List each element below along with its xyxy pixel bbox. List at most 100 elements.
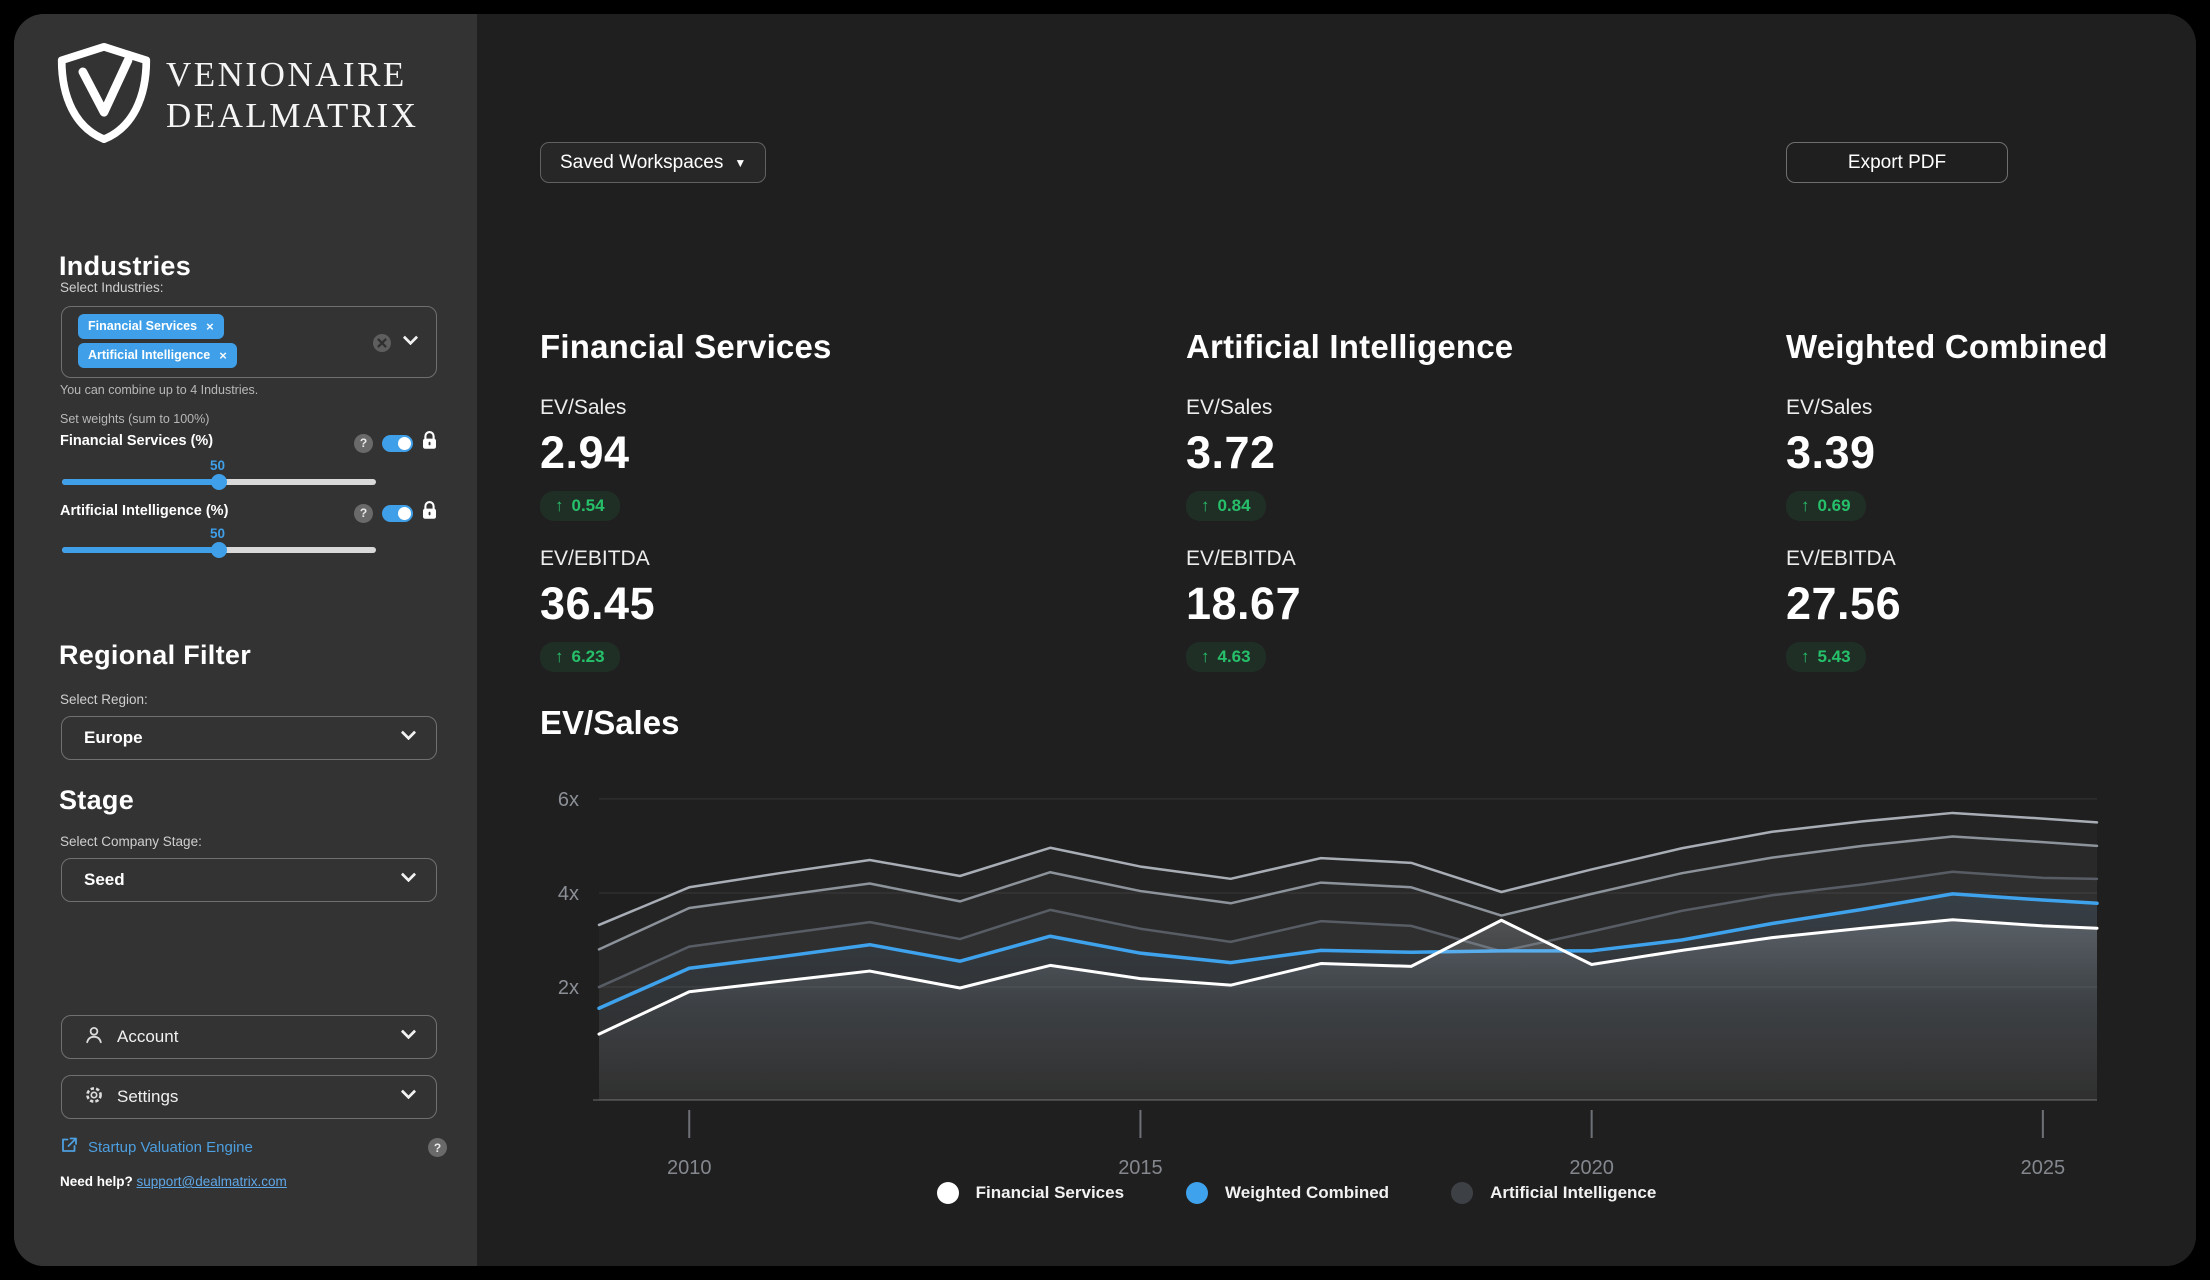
support-email-link[interactable]: support@dealmatrix.com — [136, 1174, 287, 1189]
startup-valuation-engine-row: Startup Valuation Engine ? — [60, 1136, 447, 1159]
weight-value-ai: 50 — [210, 526, 226, 541]
weight-toggle-financial[interactable] — [382, 434, 413, 452]
svg-text:2025: 2025 — [2021, 1157, 2066, 1179]
dropdown-triangle-icon: ▼ — [734, 155, 747, 170]
legend-item-financial-services[interactable]: Financial Services — [936, 1182, 1124, 1204]
need-help-row: Need help? support@dealmatrix.com — [60, 1174, 287, 1189]
person-icon — [84, 1025, 104, 1050]
main-content: Saved Workspaces ▼ Export PDF Financial … — [477, 14, 2196, 1266]
brand-logo: VENIONAIRE DEALMATRIX — [54, 40, 418, 151]
legend-item-weighted-combined[interactable]: Weighted Combined — [1186, 1182, 1389, 1204]
lock-icon[interactable] — [422, 431, 437, 455]
card-title: Financial Services — [540, 328, 832, 365]
stage-heading: Stage — [59, 785, 135, 815]
clear-all-icon[interactable] — [372, 333, 392, 358]
chip-artificial-intelligence[interactable]: Artificial Intelligence × — [78, 343, 237, 368]
metric-value: 18.67 — [1186, 578, 1302, 629]
svg-text:2015: 2015 — [1118, 1157, 1163, 1179]
weights-label: Set weights (sum to 100%) — [60, 412, 210, 426]
industries-heading: Industries — [59, 251, 192, 281]
lock-icon[interactable] — [422, 501, 437, 525]
metric-label: EV/Sales — [1786, 396, 1873, 419]
delta-badge: ↑ 5.43 — [1786, 642, 1866, 672]
help-icon[interactable]: ? — [354, 503, 373, 523]
metric-label: EV/EBITDA — [1186, 547, 1296, 570]
up-arrow-icon: ↑ — [1201, 647, 1210, 666]
chevron-down-icon — [400, 1023, 417, 1040]
svg-text:2x: 2x — [558, 977, 579, 999]
regional-filter-heading: Regional Filter — [59, 640, 252, 670]
metric-cards: Financial Services EV/Sales 2.94 ↑ 0.54 E… — [540, 328, 2196, 672]
startup-valuation-engine-link[interactable]: Startup Valuation Engine — [88, 1139, 253, 1156]
up-arrow-icon: ↑ — [1801, 496, 1810, 515]
region-select[interactable]: Europe — [61, 716, 437, 760]
metric-value: 3.39 — [1786, 427, 1876, 478]
legend-item-artificial-intelligence[interactable]: Artificial Intelligence — [1451, 1182, 1656, 1204]
metric-label: EV/Sales — [540, 396, 627, 419]
chip-remove-icon[interactable]: × — [219, 348, 227, 363]
chevron-down-icon — [400, 724, 417, 741]
weight-value-financial: 50 — [210, 458, 226, 473]
metric-card-artificial-intelligence: Artificial Intelligence EV/Sales 3.72 ↑ 0… — [1186, 328, 1786, 672]
weight-controls-financial: ? — [354, 431, 437, 455]
shield-logo-icon — [54, 40, 154, 151]
svg-text:6x: 6x — [558, 789, 579, 811]
account-menu[interactable]: Account — [61, 1015, 437, 1059]
select-stage-label: Select Company Stage: — [60, 834, 202, 849]
weight-slider-ai[interactable] — [62, 542, 376, 558]
industries-multiselect[interactable]: Financial Services × Artificial Intellig… — [61, 306, 437, 378]
delta-badge: ↑ 6.23 — [540, 642, 620, 672]
delta-badge: ↑ 4.63 — [1186, 642, 1266, 672]
stage-select[interactable]: Seed — [61, 858, 437, 902]
slider-thumb[interactable] — [211, 474, 227, 490]
svg-text:2020: 2020 — [1569, 1157, 1614, 1179]
legend-dot — [1451, 1182, 1474, 1204]
card-title: Artificial Intelligence — [1186, 328, 1514, 365]
metric-card-financial-services: Financial Services EV/Sales 2.94 ↑ 0.54 E… — [540, 328, 1186, 672]
delta-badge: ↑ 0.69 — [1786, 491, 1866, 521]
export-pdf-button[interactable]: Export PDF — [1786, 142, 2008, 183]
metric-label: EV/EBITDA — [540, 547, 650, 570]
legend-dot — [1186, 1182, 1209, 1204]
brand-name: VENIONAIRE DEALMATRIX — [166, 55, 419, 135]
settings-menu[interactable]: Settings — [61, 1075, 437, 1119]
metric-value: 27.56 — [1786, 578, 1902, 629]
slider-fill — [62, 479, 219, 485]
delta-badge: ↑ 0.84 — [1186, 491, 1266, 521]
metric-value: 36.45 — [540, 578, 656, 629]
slider-fill — [62, 547, 219, 553]
weight-slider-financial[interactable] — [62, 474, 376, 490]
chevron-down-icon — [400, 866, 417, 883]
svg-text:4x: 4x — [558, 883, 579, 905]
chevron-down-icon — [400, 1083, 417, 1100]
saved-workspaces-button[interactable]: Saved Workspaces ▼ — [540, 142, 767, 183]
chart-legend: Financial Services Weighted Combined Art… — [477, 1182, 2116, 1204]
help-icon[interactable]: ? — [354, 433, 373, 453]
sidebar: VENIONAIRE DEALMATRIX Industries Select … — [14, 14, 477, 1266]
weight-toggle-ai[interactable] — [382, 504, 413, 522]
card-title: Weighted Combined — [1786, 328, 2108, 365]
metric-value: 2.94 — [540, 427, 630, 478]
up-arrow-icon: ↑ — [1801, 647, 1810, 666]
select-industries-label: Select Industries: — [60, 280, 164, 295]
slider-thumb[interactable] — [211, 542, 227, 558]
external-link-icon — [60, 1136, 78, 1159]
gear-icon — [84, 1085, 104, 1110]
metric-label: EV/Sales — [1186, 396, 1273, 419]
ev-sales-chart: 2x 4x 6x 2010 2015 2020 2025 — [558, 789, 2099, 1179]
up-arrow-icon: ↑ — [555, 647, 564, 666]
metric-card-weighted-combined: Weighted Combined EV/Sales 3.39 ↑ 0.69 EV… — [1786, 328, 2196, 672]
up-arrow-icon: ↑ — [1201, 496, 1210, 515]
delta-badge: ↑ 0.54 — [540, 491, 620, 521]
svg-text:2010: 2010 — [667, 1157, 712, 1179]
app-window: VENIONAIRE DEALMATRIX Industries Select … — [14, 14, 2196, 1266]
weight-controls-ai: ? — [354, 501, 437, 525]
chart-title: EV/Sales — [540, 704, 680, 741]
chip-remove-icon[interactable]: × — [206, 319, 214, 334]
chevron-down-icon — [402, 329, 419, 346]
weight-slider-label-financial: Financial Services (%) — [60, 433, 214, 449]
chip-financial-services[interactable]: Financial Services × — [78, 314, 224, 339]
industries-helper-text: You can combine up to 4 Industries. — [60, 383, 259, 397]
metric-label: EV/EBITDA — [1786, 547, 1896, 570]
help-icon[interactable]: ? — [428, 1138, 447, 1157]
